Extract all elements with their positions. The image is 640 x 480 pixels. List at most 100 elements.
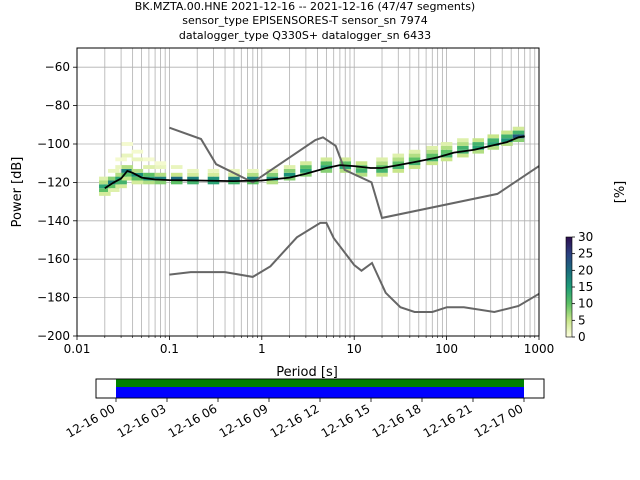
heatmap-cell <box>501 138 513 143</box>
heatmap-cell <box>121 142 134 146</box>
heatmap-cell <box>376 172 388 177</box>
heatmap-cell <box>247 176 259 181</box>
timeline-tick-label: 12-16 18 <box>370 401 424 440</box>
heatmap-cell <box>320 168 333 173</box>
colorbar-tick-label: 30 <box>578 230 593 244</box>
heatmap-cell <box>228 176 240 181</box>
heatmap-cell <box>512 134 525 139</box>
y-tick-label: −160 <box>37 252 70 266</box>
heatmap-cell <box>408 161 421 166</box>
heatmap-cell <box>115 165 127 169</box>
heatmap-cell <box>115 180 127 185</box>
chart-title: BK.MZTA.00.HNE 2021-12-16 -- 2021-12-16 … <box>135 0 475 42</box>
heatmap-cell <box>187 176 199 181</box>
y-tick-label: −120 <box>37 175 70 189</box>
heatmap-cell <box>143 172 155 177</box>
y-tick-label: −200 <box>37 329 70 343</box>
heatmap-cell <box>487 134 500 139</box>
heatmap-cell <box>170 180 183 185</box>
heatmap-cell <box>154 165 167 169</box>
heatmap-cell <box>457 153 469 158</box>
y-tick-label: −180 <box>37 291 70 305</box>
heatmap-cell <box>440 145 453 150</box>
x-tick-label: 1 <box>258 342 266 356</box>
heatmap-cell <box>512 138 525 143</box>
heatmap-cell <box>355 161 368 166</box>
heatmap-cell <box>283 176 296 181</box>
heatmap-cell <box>143 165 155 169</box>
heatmap-cell <box>457 145 469 150</box>
heatmap-cell <box>107 176 120 181</box>
heatmap-cell <box>339 157 352 162</box>
heatmap-cell <box>99 176 111 181</box>
heatmap-cell <box>115 172 127 177</box>
heatmap-cell <box>131 180 144 185</box>
heatmap-cell <box>392 161 405 166</box>
heatmap-cell <box>512 130 525 135</box>
heatmap-cell <box>187 168 199 173</box>
y-tick-label: −60 <box>45 60 70 74</box>
timeline-tick-label: 12-16 09 <box>217 401 271 440</box>
heatmap-cell <box>376 161 388 166</box>
x-tick-label: 10 <box>347 342 362 356</box>
heatmap-cell <box>300 168 312 173</box>
timeline-green-bar <box>116 379 524 387</box>
heatmap-cell <box>187 180 199 185</box>
heatmap-cell <box>472 138 485 143</box>
heatmap-cell <box>355 168 368 173</box>
heatmap-cell <box>376 168 388 173</box>
heatmap-cell <box>154 172 167 177</box>
heatmap-cell <box>154 176 167 181</box>
heatmap-cell <box>440 157 453 162</box>
heatmap-cell <box>512 126 525 131</box>
heatmap-cell <box>501 130 513 135</box>
heatmap-cell <box>300 161 312 166</box>
high-noise-model-line <box>169 126 540 220</box>
heatmap-cell <box>408 153 421 158</box>
heatmap-cell <box>426 149 439 154</box>
heatmap-cell <box>426 161 439 166</box>
heatmap-cell <box>99 192 111 196</box>
heatmap-cell <box>501 134 513 139</box>
heatmap-cell <box>320 157 333 162</box>
heatmap-cell <box>320 161 333 166</box>
heatmap-cell <box>228 180 240 185</box>
timeline-tick-label: 12-17 00 <box>472 401 526 440</box>
colorbar-tick-label: 0 <box>578 330 586 344</box>
heatmap-cell <box>228 168 240 173</box>
heatmap-cell <box>207 172 220 177</box>
heatmap-cell <box>121 172 134 177</box>
x-axis-label: Period [s] <box>276 365 338 380</box>
heatmap-cell <box>376 157 388 162</box>
heatmap-cell <box>487 145 500 150</box>
heatmap-cell <box>392 153 405 158</box>
colorbar-bar <box>565 236 573 338</box>
heatmap-cell <box>131 157 144 162</box>
colorbar-tick-label: 20 <box>578 263 593 277</box>
heatmap-cell <box>408 165 421 169</box>
heatmap-cell <box>472 145 485 150</box>
x-tick-label: 0.1 <box>160 342 179 356</box>
heatmap-cell <box>266 180 279 185</box>
colorbar-label: [%] <box>613 181 628 204</box>
heatmap-cell <box>266 172 279 177</box>
heatmap-cell <box>426 153 439 158</box>
y-tick-label: −100 <box>37 137 70 151</box>
heatmap-cell <box>99 184 111 189</box>
heatmap-cell <box>283 172 296 177</box>
heatmap-cell <box>131 149 144 154</box>
timeline-tick-label: 12-16 15 <box>319 401 373 440</box>
heatmap-cell <box>170 172 183 177</box>
colorbar-tick-label: 15 <box>578 280 593 294</box>
title-line-3: datalogger_type Q330S+ datalogger_sn 643… <box>179 29 431 42</box>
heatmap-cell <box>487 142 500 146</box>
title-line-2: sensor_type EPISENSORES-T sensor_sn 7974 <box>182 14 428 27</box>
heatmap-cell <box>339 165 352 169</box>
timeline-tick-label: 12-16 21 <box>421 401 475 440</box>
heatmap-cell <box>99 188 111 192</box>
heatmap-cell <box>283 168 296 173</box>
median-line <box>104 135 525 189</box>
heatmap-cell <box>355 172 368 177</box>
